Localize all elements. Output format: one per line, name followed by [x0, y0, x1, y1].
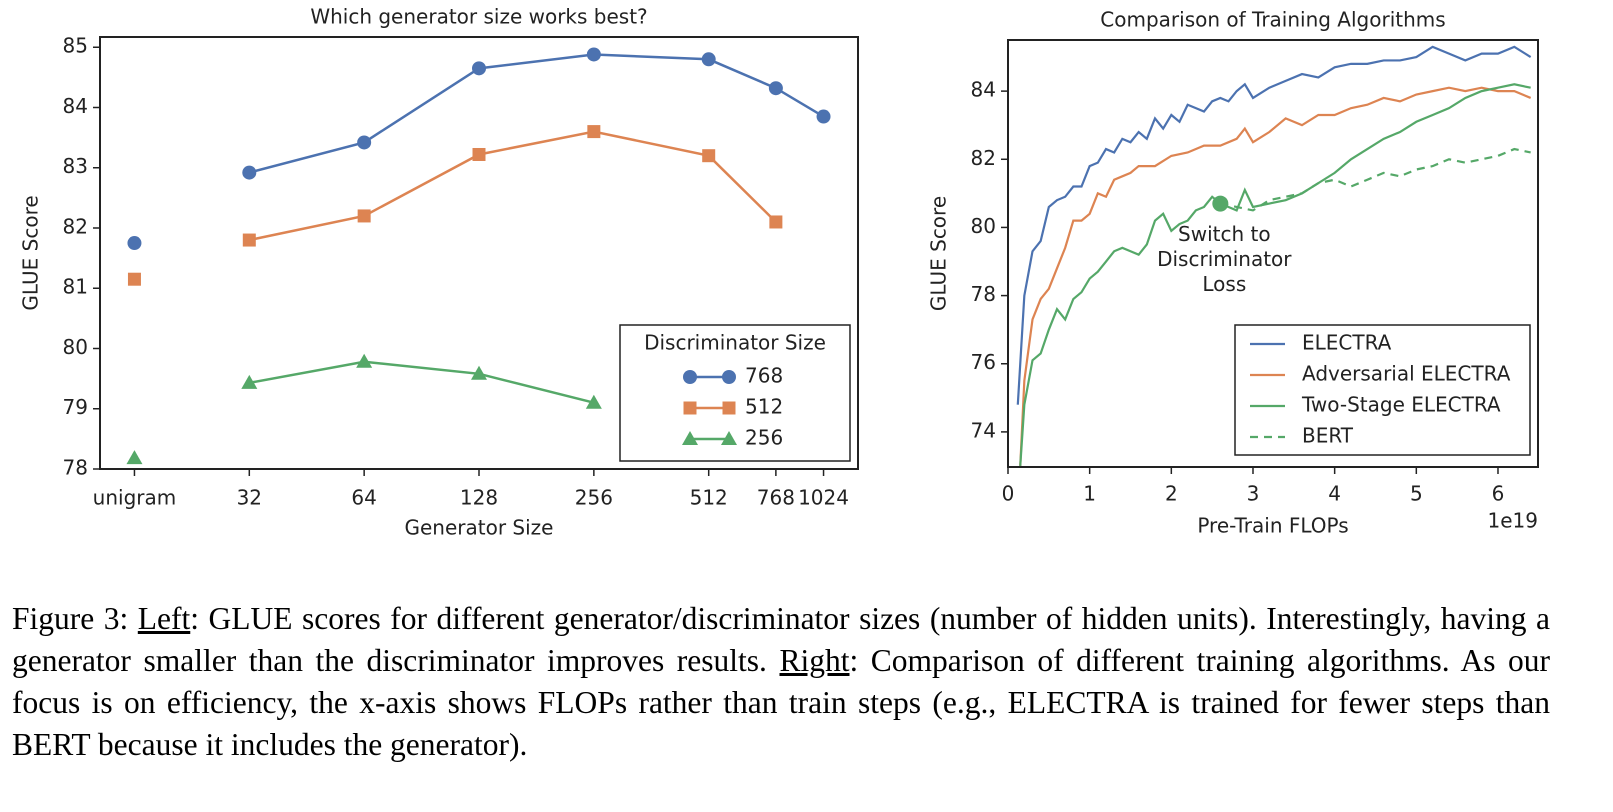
x-tick-label: 512 — [690, 486, 728, 510]
y-tick-label: 79 — [63, 395, 88, 419]
legend-label: 256 — [745, 426, 783, 450]
series-line — [249, 130, 777, 242]
plot-frame — [99, 36, 859, 470]
caption: Figure 3: Left: GLUE scores for differen… — [12, 598, 1550, 766]
legend-label: BERT — [1302, 424, 1354, 448]
marker — [356, 353, 373, 368]
marker — [126, 450, 143, 465]
x-tick-label: 4 — [1328, 482, 1341, 506]
caption-left-text: : GLUE scores for different generator/di… — [12, 601, 1550, 678]
marker — [471, 365, 487, 380]
marker — [702, 149, 716, 163]
x-tick-label: 128 — [460, 486, 498, 510]
series-line — [1016, 45, 1532, 405]
x-tick-label: 1024 — [798, 486, 849, 510]
marker — [587, 125, 601, 139]
y-tick-label: 76 — [971, 350, 996, 374]
marker — [357, 209, 371, 223]
x-tick-label: 768 — [757, 486, 795, 510]
y-tick-label: 74 — [971, 418, 996, 442]
marker — [768, 81, 783, 96]
x-tick-label: 5 — [1410, 482, 1423, 506]
x-axis-label: Pre-Train FLOPs — [1197, 514, 1348, 538]
x-tick-label: 32 — [237, 486, 262, 510]
chart-title: Which generator size works best? — [310, 5, 647, 29]
series-line — [1220, 147, 1531, 212]
marker — [683, 370, 697, 384]
marker — [127, 272, 141, 286]
marker — [769, 215, 783, 229]
y-tick-label: 82 — [971, 146, 996, 170]
legend-box — [1234, 324, 1531, 456]
marker — [585, 394, 602, 409]
x-tick-label: unigram — [93, 486, 177, 510]
y-axis-label: GLUE Score — [19, 195, 43, 310]
legend-box — [619, 324, 851, 462]
caption-right-label: Right — [779, 643, 850, 678]
legend-label: Two-Stage ELECTRA — [1301, 393, 1501, 417]
figure: Which generator size works best? Generato… — [19, 5, 1539, 540]
caption-left-label: Left — [137, 601, 191, 636]
y-tick-label: 80 — [63, 335, 88, 359]
x-tick-label: 3 — [1247, 482, 1260, 506]
marker — [701, 52, 716, 67]
series-line — [248, 53, 825, 174]
legend-label: Adversarial ELECTRA — [1302, 362, 1511, 386]
legend-label: ELECTRA — [1302, 331, 1392, 355]
marker — [721, 431, 737, 445]
chart-title: Comparison of Training Algorithms — [1100, 8, 1445, 32]
y-tick-label: 84 — [971, 78, 996, 102]
marker — [472, 147, 486, 161]
x-tick-label: 256 — [575, 486, 613, 510]
series-line — [1019, 86, 1532, 467]
marker — [242, 165, 257, 180]
marker — [816, 109, 831, 124]
caption-prefix: Figure 3: — [12, 601, 138, 636]
annotation-text: Switch to — [1178, 222, 1271, 246]
marker — [683, 401, 697, 415]
x-tick-label: 0 — [1002, 482, 1015, 506]
marker — [127, 236, 142, 251]
x-tick-label: 1 — [1083, 482, 1096, 506]
annotation-text: Discriminator — [1157, 247, 1292, 271]
y-tick-label: 83 — [63, 154, 88, 178]
marker — [241, 374, 258, 389]
plot-frame — [1007, 39, 1539, 468]
x-offset-label: 1e19 — [1488, 509, 1538, 533]
y-axis-label: GLUE Score — [927, 196, 951, 311]
legend-label: 768 — [745, 364, 783, 388]
marker — [722, 370, 736, 384]
y-tick-label: 80 — [971, 214, 996, 238]
x-tick-label: 6 — [1492, 482, 1505, 506]
annotation-point — [1212, 195, 1229, 212]
annotation-text: Loss — [1202, 272, 1246, 296]
y-tick-label: 85 — [63, 34, 88, 58]
marker — [357, 135, 372, 150]
marker — [242, 233, 256, 247]
legend-label: 512 — [745, 395, 783, 419]
y-tick-label: 84 — [63, 94, 88, 118]
legend-title: Discriminator Size — [644, 331, 826, 355]
marker — [586, 47, 601, 62]
marker — [682, 431, 698, 445]
y-tick-label: 82 — [63, 214, 88, 238]
marker — [472, 61, 486, 76]
x-tick-label: 2 — [1165, 482, 1178, 506]
y-tick-label: 78 — [63, 456, 88, 480]
caption-right-text: : Comparison of different training algor… — [12, 643, 1551, 762]
y-tick-label: 78 — [971, 282, 996, 306]
x-axis-label: Generator Size — [405, 516, 554, 540]
plot-area — [1016, 45, 1532, 467]
marker — [722, 401, 736, 415]
y-tick-label: 81 — [63, 275, 88, 299]
x-tick-label: 64 — [351, 486, 376, 510]
series-line — [1019, 83, 1531, 467]
series-line — [249, 360, 595, 404]
